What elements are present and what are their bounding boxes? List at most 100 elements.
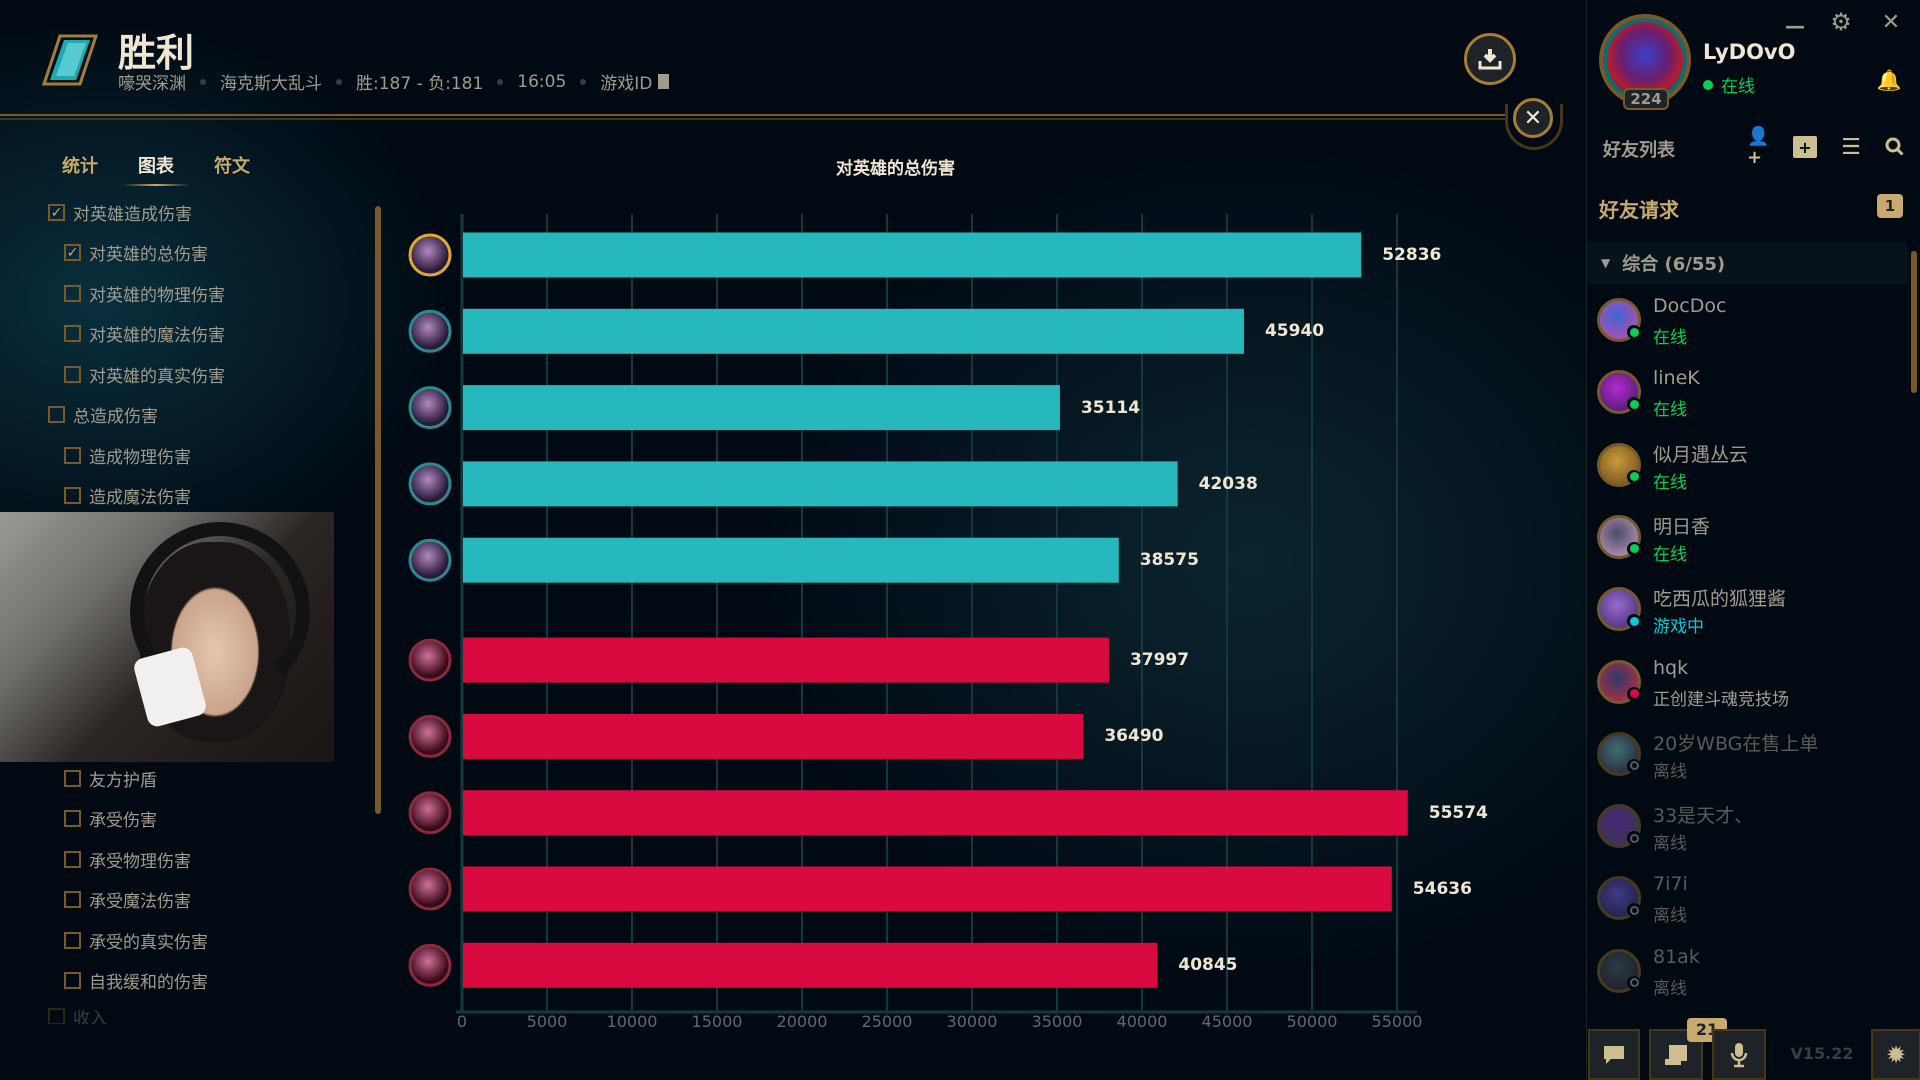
status-dot-icon xyxy=(1627,541,1641,556)
friend-name: 33是天才、 xyxy=(1653,805,1754,828)
close-frame xyxy=(1505,104,1563,150)
filter-magic-damage-taken[interactable]: 承受魔法伤害 xyxy=(64,887,191,912)
friend-row[interactable]: DocDoc 在线 xyxy=(1587,295,1907,365)
game-id-button[interactable]: 游戏ID xyxy=(600,69,670,94)
checkbox-checked[interactable]: ✓ xyxy=(48,204,65,221)
report-bug-button[interactable]: ✹ xyxy=(1871,1029,1920,1080)
profile-status[interactable]: 在线 xyxy=(1703,72,1755,97)
champion-icon xyxy=(408,638,452,682)
friend-row[interactable]: 吃西瓜的狐狸酱 游戏中 xyxy=(1587,584,1907,654)
filter-income[interactable]: 收入 xyxy=(48,1008,107,1024)
filter-physical-damage-taken[interactable]: 承受物理伤害 xyxy=(64,847,191,872)
checkbox[interactable] xyxy=(64,932,81,949)
webcam-overlay xyxy=(0,512,334,762)
tab-runes[interactable]: 符文 xyxy=(214,156,250,177)
friend-row[interactable]: 似月遇丛云 在线 xyxy=(1587,440,1907,510)
bar-red-5 xyxy=(463,942,1158,988)
friend-requests-badge: 1 xyxy=(1877,194,1903,218)
separator xyxy=(580,78,587,85)
filter-true-champion-damage[interactable]: 对英雄的真实伤害 xyxy=(64,362,225,387)
x-tick-label: 45000 xyxy=(1201,1012,1253,1031)
minimize-button[interactable]: — xyxy=(1783,14,1807,38)
separator xyxy=(336,78,342,85)
checkbox-checked[interactable]: ✓ xyxy=(64,244,81,261)
filter-magic-damage[interactable]: 造成魔法伤害 xyxy=(64,483,191,508)
friend-row[interactable]: lineK 在线 xyxy=(1587,367,1907,437)
filter-ally-shield[interactable]: 友方护盾 xyxy=(64,766,157,791)
status-dot-icon xyxy=(1627,758,1641,773)
filter-damage-taken[interactable]: 承受伤害 xyxy=(64,806,157,831)
filter-self-mitigated[interactable]: 自我缓和的伤害 xyxy=(64,968,208,993)
download-button[interactable] xyxy=(1464,33,1516,85)
checkbox[interactable] xyxy=(64,366,81,383)
filter-champion-damage[interactable]: ✓ 对英雄造成伤害 xyxy=(48,200,192,225)
friend-row[interactable]: 7i7i 离线 xyxy=(1587,873,1907,943)
filter-true-damage-taken[interactable]: 承受的真实伤害 xyxy=(64,928,208,953)
checkbox[interactable] xyxy=(64,487,81,504)
filter-total-damage[interactable]: 总造成伤害 xyxy=(48,402,158,427)
checkbox[interactable] xyxy=(64,447,81,464)
folder-plus-icon: + xyxy=(1798,137,1812,157)
checkbox[interactable] xyxy=(64,851,81,868)
friend-row[interactable]: 明日香 在线 xyxy=(1587,512,1907,582)
add-friend-button[interactable]: 👤+ xyxy=(1747,126,1777,168)
filter-physical-champion-damage[interactable]: 对英雄的物理伤害 xyxy=(64,281,225,306)
bug-icon: ✹ xyxy=(1885,1040,1907,1069)
add-folder-button[interactable]: + xyxy=(1793,136,1817,158)
checkbox[interactable] xyxy=(64,325,81,342)
bell-icon: 🔔 xyxy=(1876,68,1902,92)
checkbox[interactable] xyxy=(64,891,81,908)
filter-magic-champion-damage[interactable]: 对英雄的魔法伤害 xyxy=(64,321,225,346)
friends-scrollbar[interactable] xyxy=(1911,251,1917,393)
bar-value-label: 42038 xyxy=(1198,473,1258,494)
checkbox[interactable] xyxy=(64,810,81,827)
notifications-button[interactable]: 🔔 xyxy=(1876,68,1902,92)
close-button[interactable]: ✕ xyxy=(1513,98,1553,138)
filter-total-champion-damage[interactable]: ✓ 对英雄的总伤害 xyxy=(64,240,208,265)
checkbox[interactable] xyxy=(64,770,81,787)
status-dot-icon xyxy=(1627,903,1641,918)
friend-row[interactable]: 81ak 离线 xyxy=(1587,946,1907,1016)
chat-button[interactable] xyxy=(1588,1029,1640,1080)
friend-status: 游戏中 xyxy=(1653,617,1704,638)
checkbox[interactable] xyxy=(64,972,81,989)
friend-requests-row[interactable]: 好友请求 1 xyxy=(1587,186,1907,226)
close-client-button[interactable]: ✕ xyxy=(1879,10,1903,35)
friend-row[interactable]: 20岁WBG在售上单 离线 xyxy=(1587,729,1907,799)
search-friends-button[interactable] xyxy=(1883,134,1907,160)
friend-avatar xyxy=(1597,587,1641,632)
bar-blue-1 xyxy=(463,232,1362,278)
filter-physical-damage[interactable]: 造成物理伤害 xyxy=(64,443,191,468)
online-dot-icon xyxy=(1703,79,1713,90)
friend-row[interactable]: 33是天才、 离线 xyxy=(1587,801,1907,871)
tab-bar: 统计 图表 符文 xyxy=(60,152,252,186)
filter-scrollbar[interactable] xyxy=(375,206,381,814)
checkbox[interactable] xyxy=(64,285,81,302)
minimize-icon: — xyxy=(1785,14,1805,38)
voice-button[interactable] xyxy=(1712,1029,1766,1080)
x-tick-label: 40000 xyxy=(1116,1012,1168,1031)
friend-group-header[interactable]: ▼ 综合 (6/55) xyxy=(1587,242,1907,284)
checkbox[interactable] xyxy=(48,406,65,423)
champion-icon xyxy=(408,943,452,987)
filter-label: 友方护盾 xyxy=(89,771,157,791)
tab-charts[interactable]: 图表 xyxy=(122,152,190,186)
separator xyxy=(497,78,504,85)
profile-status-text: 在线 xyxy=(1721,77,1755,97)
bar-value-label: 37997 xyxy=(1129,650,1190,671)
status-dot-icon xyxy=(1627,831,1641,846)
chat-icon xyxy=(1604,1045,1624,1064)
bar-value-label: 40845 xyxy=(1178,955,1238,976)
settings-button[interactable]: ⚙ xyxy=(1829,8,1853,36)
friend-status: 离线 xyxy=(1653,906,1687,927)
tab-stats[interactable]: 统计 xyxy=(62,156,98,177)
champion-icon xyxy=(408,462,452,506)
friend-row[interactable]: hqk 正创建斗魂竞技场 xyxy=(1587,657,1907,727)
damage-bar-chart xyxy=(408,214,1417,1014)
sort-list-button[interactable]: ☰ xyxy=(1839,134,1863,160)
list-icon: ☰ xyxy=(1841,134,1861,160)
friend-status: 离线 xyxy=(1653,834,1687,855)
friend-name: 似月遇丛云 xyxy=(1653,443,1749,466)
filter-label: 对英雄的魔法伤害 xyxy=(89,326,225,346)
checkbox[interactable] xyxy=(48,1008,65,1024)
